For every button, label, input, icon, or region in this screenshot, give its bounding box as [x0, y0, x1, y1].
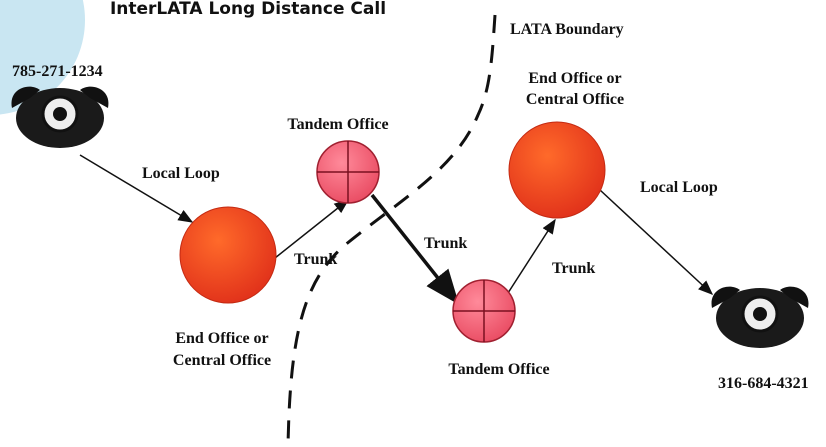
lata-boundary — [288, 15, 495, 447]
tandem-office — [453, 280, 515, 342]
diagram: InterLATA Long Distance Call LATA Bounda… — [0, 0, 826, 447]
title: InterLATA Long Distance Call — [110, 0, 386, 19]
phone-number: 316-684-4321 — [718, 375, 809, 392]
end-office — [509, 122, 605, 218]
link-label: Local Loop — [142, 165, 220, 182]
link-label: Trunk — [552, 260, 595, 277]
phone — [12, 87, 109, 148]
node-label: Central Office — [173, 352, 271, 369]
node-label: End Office or — [528, 70, 621, 87]
boundary-label: LATA Boundary — [510, 21, 624, 38]
phone — [712, 287, 809, 348]
link-label: Trunk — [294, 251, 337, 268]
node-label: Tandem Office — [287, 116, 388, 133]
node-label: End Office or — [175, 330, 268, 347]
link — [275, 200, 348, 258]
link-label: Local Loop — [640, 179, 718, 196]
link — [600, 190, 712, 294]
link — [508, 220, 555, 293]
end-office — [180, 207, 276, 303]
tandem-office — [317, 141, 379, 203]
node-label: Tandem Office — [448, 361, 549, 378]
phone-number: 785-271-1234 — [12, 63, 103, 80]
link-label: Trunk — [424, 235, 467, 252]
node-label: Central Office — [526, 91, 624, 108]
